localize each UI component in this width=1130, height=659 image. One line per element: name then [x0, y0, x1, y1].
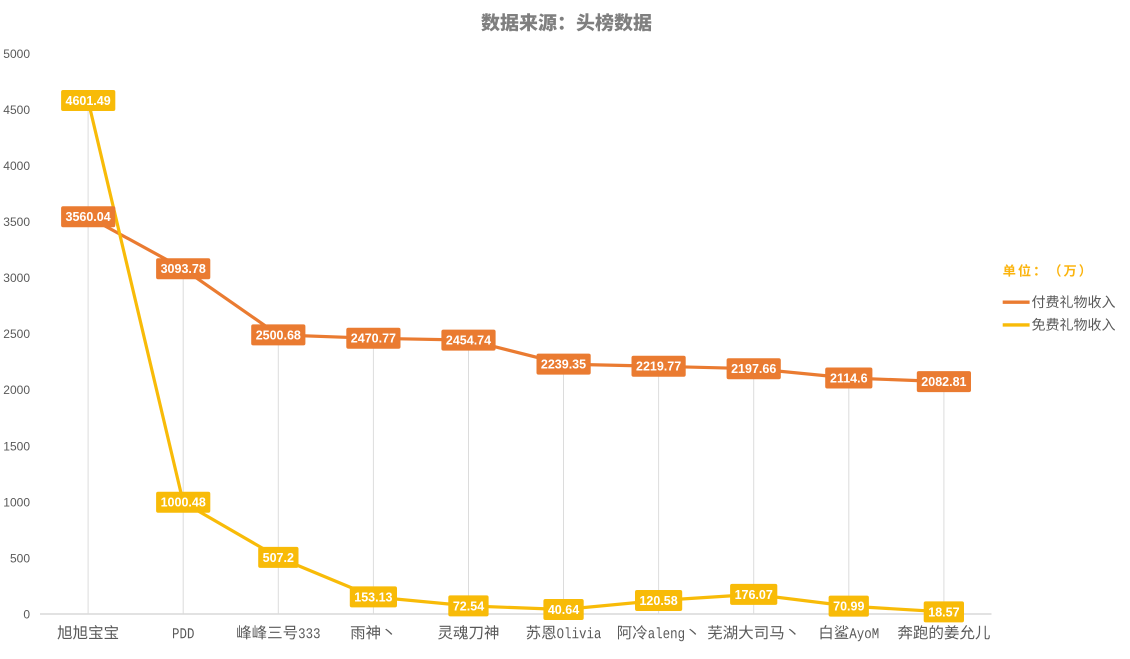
- svg-text:18.57: 18.57: [928, 605, 959, 619]
- svg-text:3000: 3000: [3, 271, 30, 285]
- svg-text:1000.48: 1000.48: [161, 496, 206, 510]
- svg-text:2082.81: 2082.81: [921, 375, 966, 389]
- svg-text:1500: 1500: [3, 439, 30, 453]
- svg-text:2197.66: 2197.66: [731, 362, 776, 376]
- svg-text:2500: 2500: [3, 327, 30, 341]
- svg-text:2000: 2000: [3, 383, 30, 397]
- svg-text:1000: 1000: [3, 495, 30, 509]
- svg-text:2239.35: 2239.35: [541, 358, 586, 372]
- svg-text:70.99: 70.99: [833, 600, 864, 614]
- svg-text:176.07: 176.07: [735, 588, 773, 602]
- svg-text:507.2: 507.2: [263, 551, 294, 565]
- svg-text:153.13: 153.13: [354, 590, 392, 604]
- svg-text:4601.49: 4601.49: [66, 94, 111, 108]
- svg-text:4500: 4500: [3, 103, 30, 117]
- svg-text:2114.6: 2114.6: [830, 371, 868, 385]
- svg-text:4000: 4000: [3, 159, 30, 173]
- svg-text:5000: 5000: [3, 47, 30, 61]
- svg-text:72.54: 72.54: [453, 599, 484, 613]
- svg-text:3560.04: 3560.04: [66, 210, 111, 224]
- svg-text:2500.68: 2500.68: [256, 328, 301, 342]
- svg-text:0: 0: [23, 607, 30, 621]
- svg-text:40.64: 40.64: [548, 603, 579, 617]
- svg-text:120.58: 120.58: [639, 594, 677, 608]
- svg-text:3093.78: 3093.78: [161, 262, 206, 276]
- svg-text:2454.74: 2454.74: [446, 334, 491, 348]
- svg-text:3500: 3500: [3, 215, 30, 229]
- svg-text:2470.77: 2470.77: [351, 332, 396, 346]
- svg-text:500: 500: [10, 551, 30, 565]
- svg-text:2219.77: 2219.77: [636, 360, 681, 374]
